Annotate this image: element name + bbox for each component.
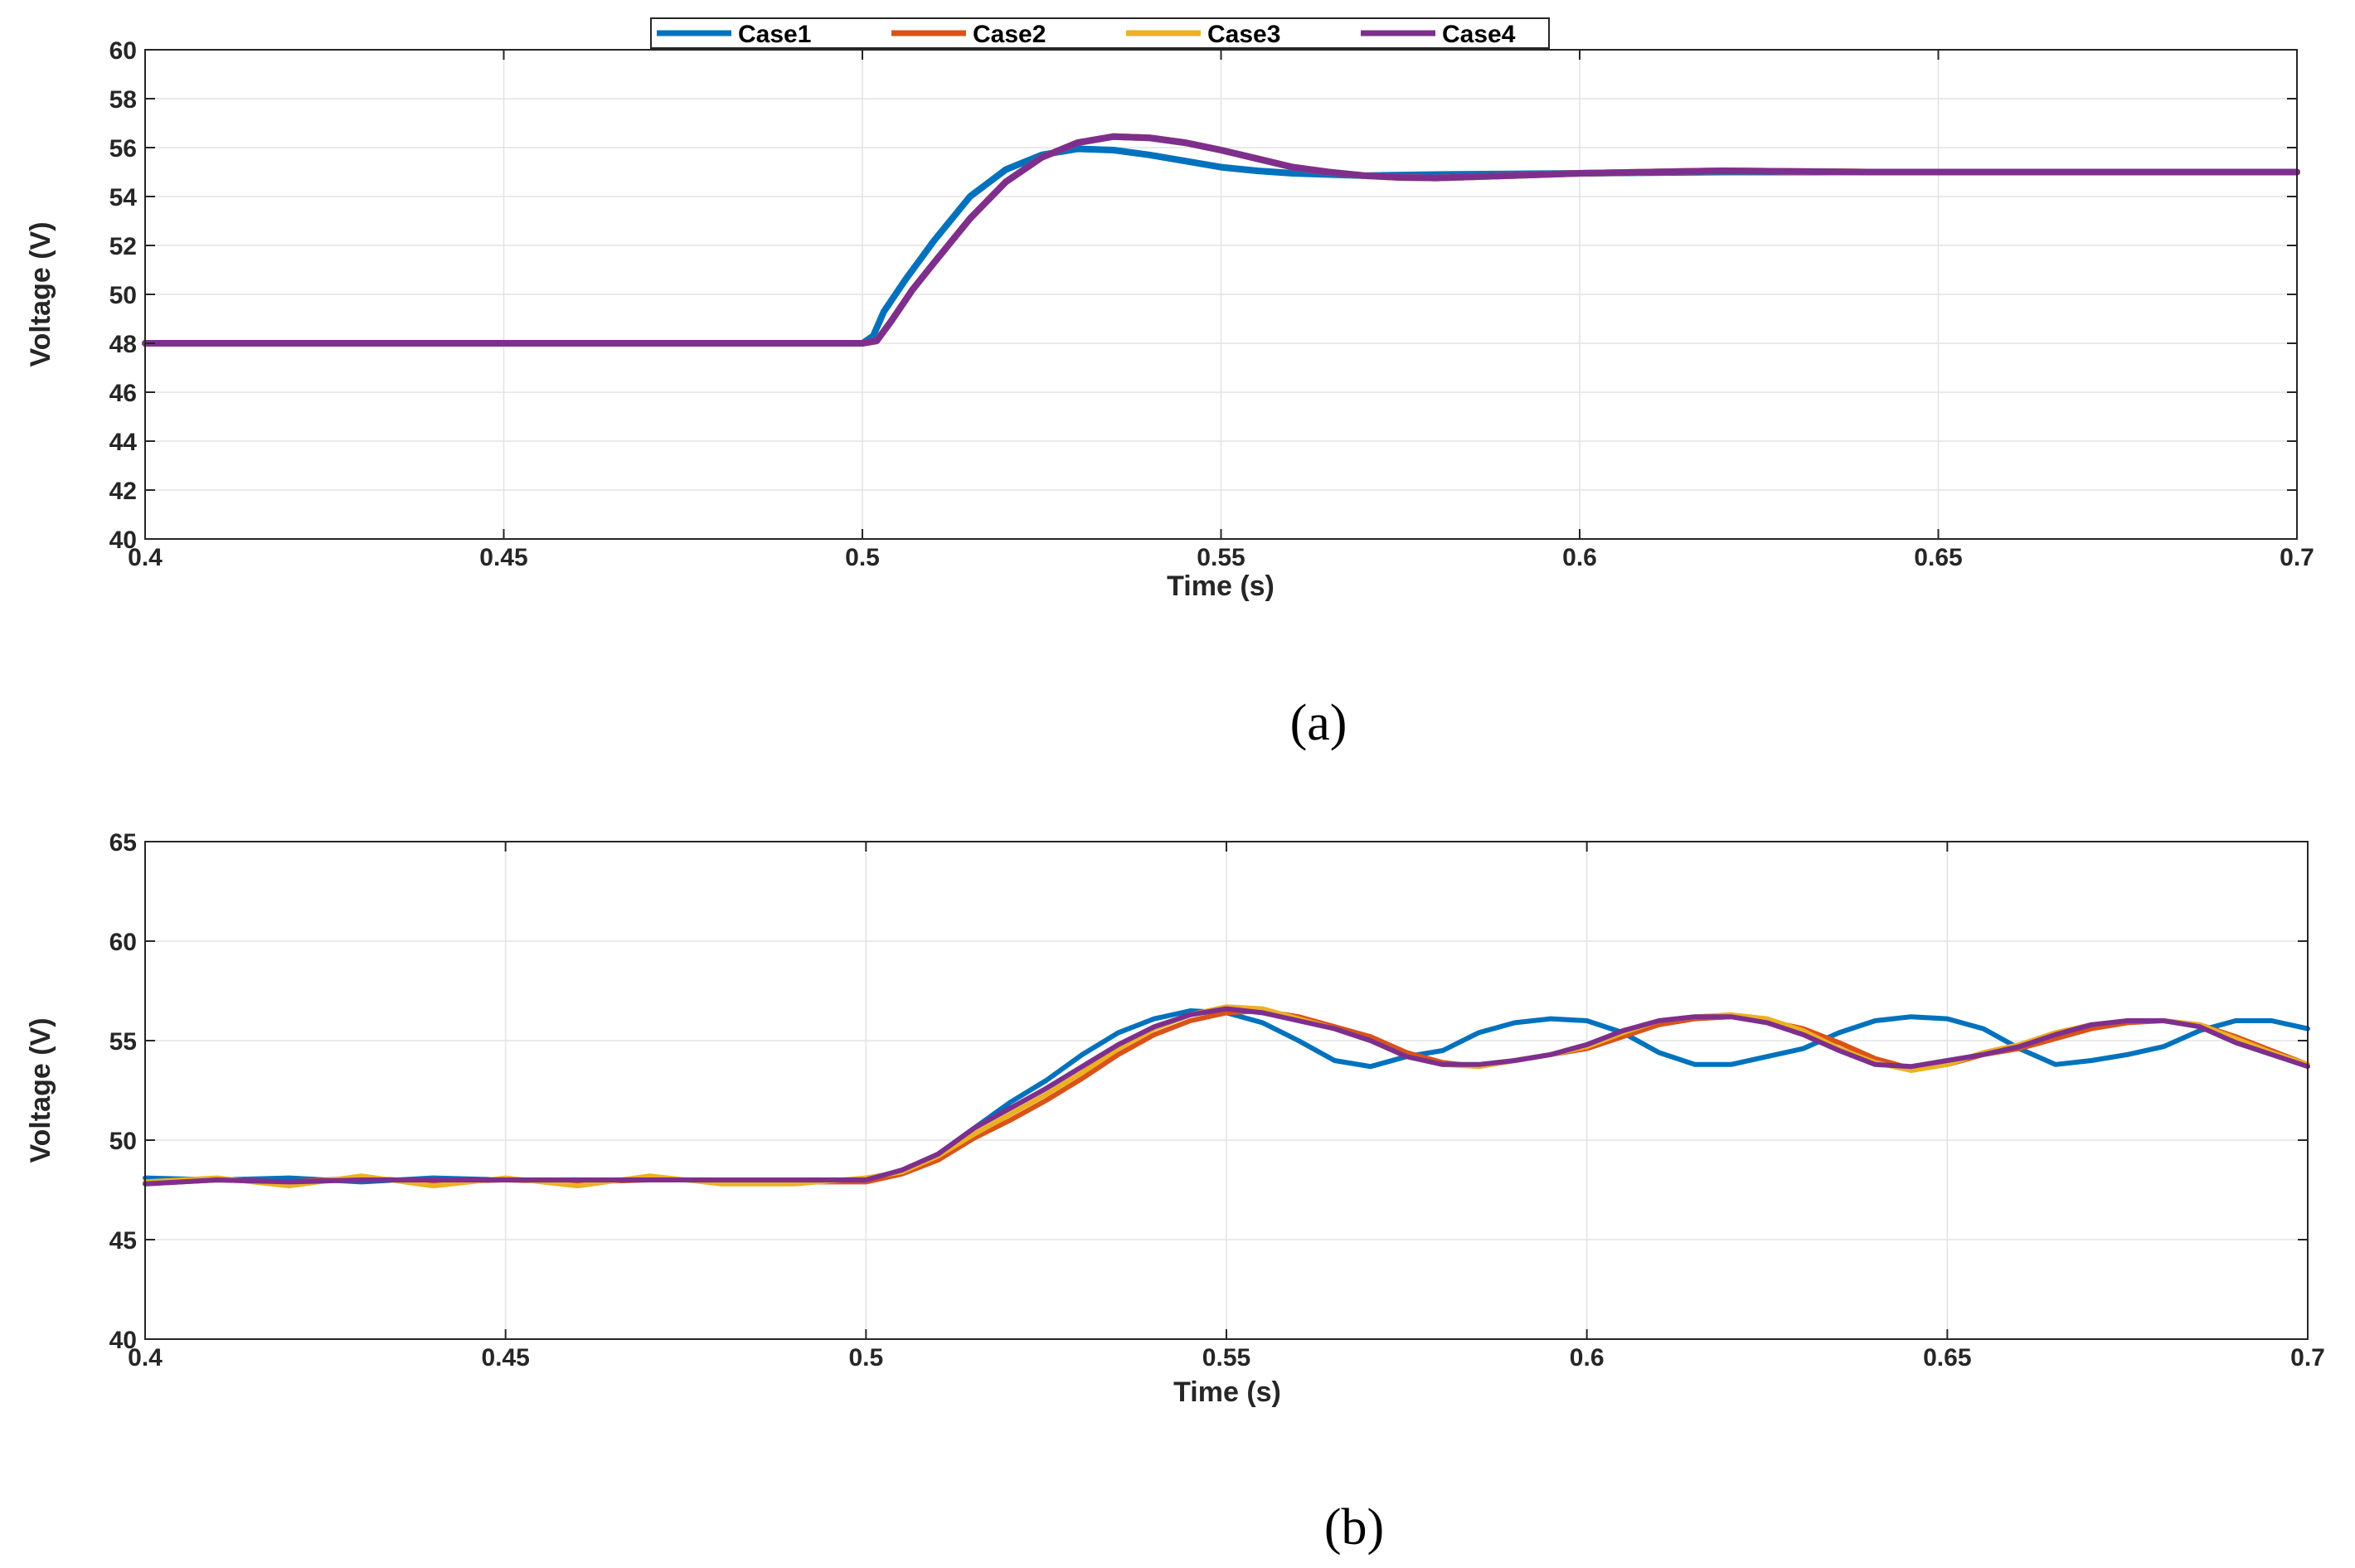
x-tick-label: 0.45	[479, 544, 527, 571]
x-tick-label: 0.65	[1914, 544, 1962, 571]
x-tick-label: 0.55	[1202, 1344, 1250, 1371]
y-tick-label: 58	[109, 86, 137, 114]
chart-b-x-axis-label: Time (s)	[1173, 1376, 1281, 1408]
series-line-case4	[143, 1006, 2310, 1187]
y-tick-label: 52	[109, 233, 137, 260]
y-tick-label: 50	[109, 1128, 137, 1155]
y-tick-label: 55	[109, 1028, 137, 1056]
chart-a-y-tick-labels: 40 42 44 46 48 50 52 54 56 58 60	[109, 37, 138, 554]
chart-b-ticks	[144, 841, 2309, 1340]
legend-label-case4: Case4	[1442, 21, 1516, 48]
y-tick-label: 45	[109, 1227, 137, 1255]
x-tick-label: 0.7	[2290, 1344, 2325, 1371]
x-tick-label: 0.5	[848, 1344, 883, 1371]
chart-b-y-tick-labels: 40 45 50 55 60 65	[109, 829, 137, 1354]
x-tick-label: 0.7	[2280, 544, 2314, 571]
y-tick-label: 50	[109, 282, 137, 309]
chart-a-x-tick-labels: 0.4 0.45 0.5 0.55 0.6 0.65 0.7	[128, 544, 2314, 571]
y-tick-label: 44	[109, 429, 138, 456]
series-line-case4	[142, 133, 2300, 347]
chart-a-series	[142, 133, 2300, 347]
y-tick-label: 40	[109, 1327, 137, 1354]
legend-label-case2: Case2	[973, 21, 1046, 48]
x-tick-label: 0.5	[845, 544, 880, 571]
y-tick-label: 65	[109, 829, 137, 857]
chart-b-y-axis-label: Voltage (V)	[25, 1017, 56, 1163]
x-tick-label: 0.55	[1197, 544, 1245, 571]
y-tick-label: 60	[109, 929, 137, 956]
chart-a-x-axis-label: Time (s)	[1167, 570, 1275, 602]
chart-b: 40 45 50 55 60 65 0.4 0.45 0.5 0.55 0.6 0.65 0.7 Ti…	[25, 829, 2325, 1556]
y-tick-label: 46	[109, 380, 137, 407]
y-tick-label: 60	[109, 37, 137, 65]
y-tick-label: 54	[109, 184, 138, 211]
x-tick-label: 0.65	[1923, 1344, 1971, 1371]
chart-a: 40 42 44 46 48 50 52 54 56 58 60 0.4 0.45 0.5 0.55 0.6…	[25, 17, 2314, 751]
legend-label-case1: Case1	[738, 21, 811, 48]
chart-b-series	[143, 1004, 2310, 1189]
y-tick-label: 40	[109, 527, 137, 554]
x-tick-label: 0.6	[1562, 544, 1597, 571]
x-tick-label: 0.6	[1570, 1344, 1605, 1371]
chart-b-x-tick-labels: 0.4 0.45 0.5 0.55 0.6 0.65 0.7	[128, 1344, 2325, 1371]
chart-a-y-axis-label: Voltage (V)	[25, 221, 56, 367]
caption-a: (a)	[1290, 695, 1347, 751]
y-tick-label: 42	[109, 478, 137, 505]
x-tick-label: 0.4	[128, 544, 163, 571]
y-tick-label: 56	[109, 135, 137, 163]
x-tick-label: 0.45	[481, 1344, 529, 1371]
y-tick-label: 48	[109, 331, 137, 358]
caption-b: (b)	[1324, 1499, 1384, 1556]
x-tick-label: 0.4	[128, 1344, 163, 1371]
legend: Case1 Case2 Case3 Case4	[650, 17, 1550, 49]
chart-b-grid	[145, 842, 2308, 1339]
legend-label-case3: Case3	[1207, 21, 1280, 48]
chart-a-ticks	[144, 49, 2298, 540]
